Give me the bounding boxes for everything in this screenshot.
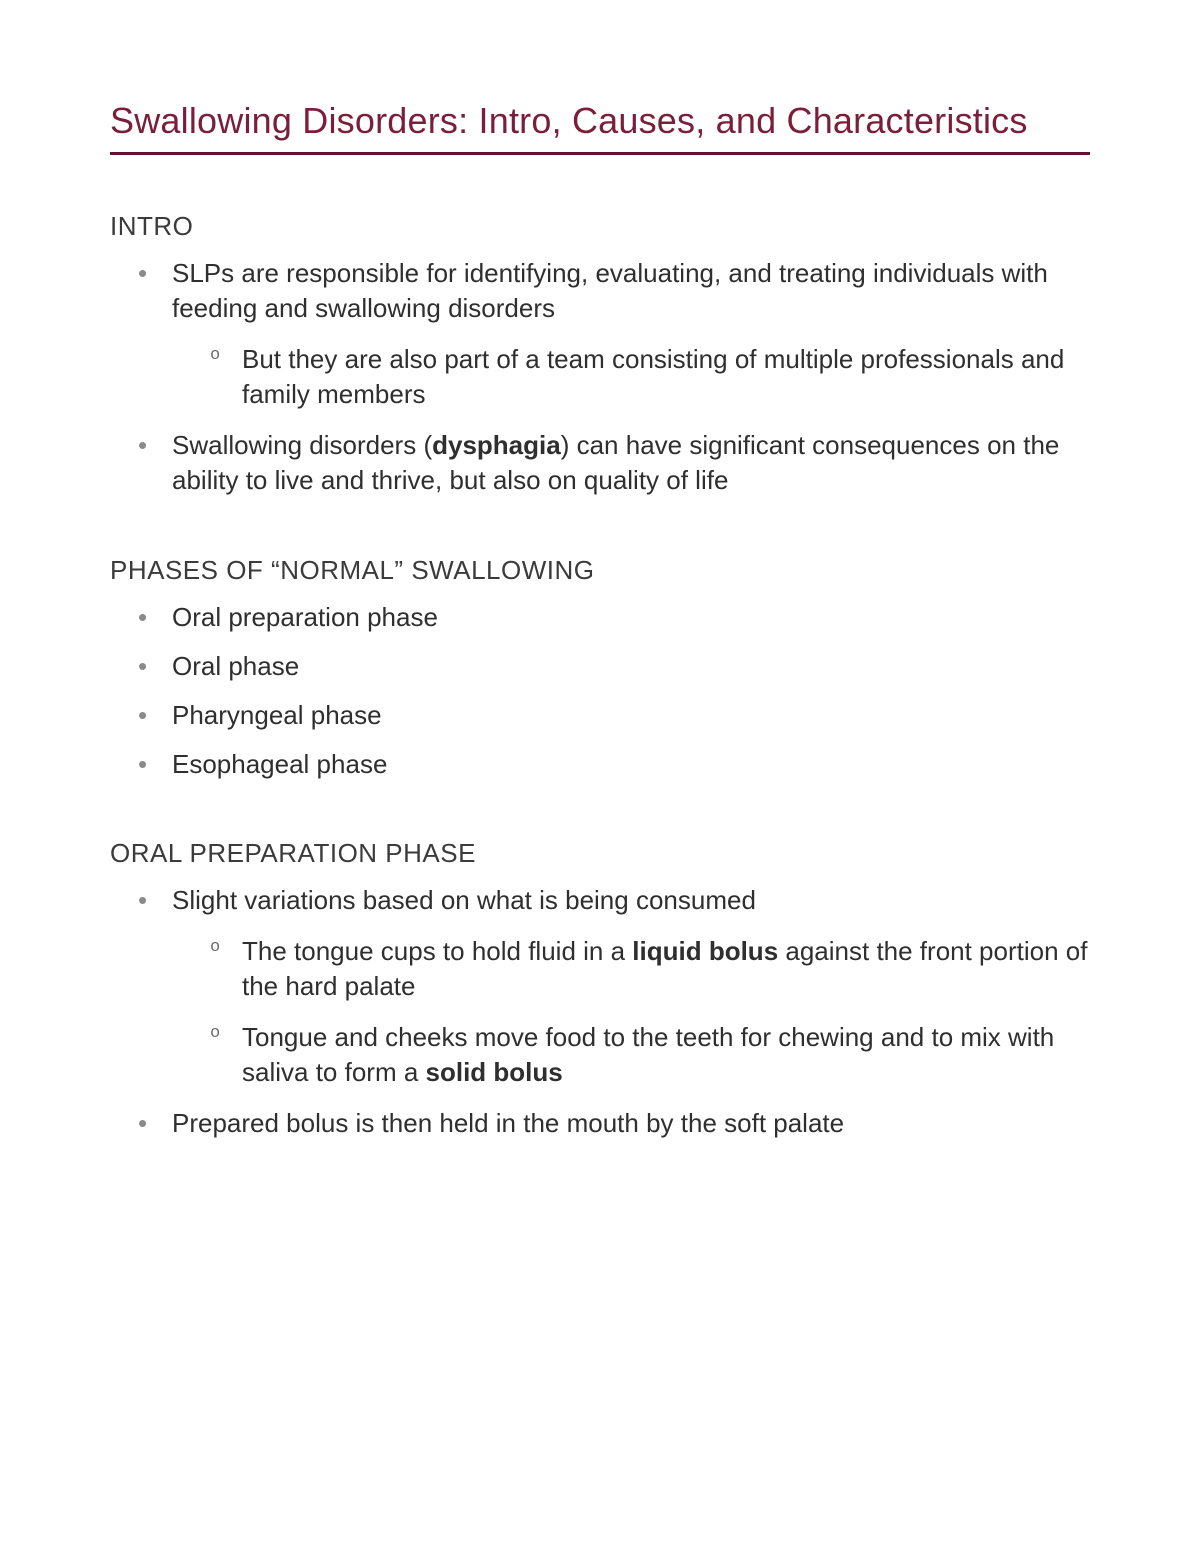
text-run-bold: liquid bolus xyxy=(632,936,778,966)
section-heading: INTRO xyxy=(110,211,1090,242)
sub-list-item: Tongue and cheeks move food to the teeth… xyxy=(240,1020,1090,1090)
text-run: But they are also part of a team consist… xyxy=(242,344,1064,409)
text-run: Tongue and cheeks move food to the teeth… xyxy=(242,1022,1054,1087)
sections-container: INTRO SLPs are responsible for identifyin… xyxy=(110,211,1090,1142)
text-run: Esophageal phase xyxy=(172,749,387,779)
text-run: Oral preparation phase xyxy=(172,602,438,632)
bullet-list: Oral preparation phase Oral phase Pharynge… xyxy=(110,600,1090,782)
text-run: Swallowing disorders ( xyxy=(172,430,432,460)
text-run: SLPs are responsible for identifying, ev… xyxy=(172,258,1048,323)
document-page: Swallowing Disorders: Intro, Causes, and… xyxy=(0,0,1200,1236)
section: PHASES OF “NORMAL” SWALLOWING Oral prepar… xyxy=(110,555,1090,782)
list-item: Oral preparation phase xyxy=(166,600,1090,635)
sub-bullet-list: But they are also part of a team consist… xyxy=(172,342,1090,412)
list-item: Oral phase xyxy=(166,649,1090,684)
section-heading: PHASES OF “NORMAL” SWALLOWING xyxy=(110,555,1090,586)
sub-list-item: The tongue cups to hold fluid in a liqui… xyxy=(240,934,1090,1004)
text-run: Slight variations based on what is being… xyxy=(172,885,756,915)
document-title: Swallowing Disorders: Intro, Causes, and… xyxy=(110,100,1090,155)
list-item: Prepared bolus is then held in the mouth… xyxy=(166,1106,1090,1141)
text-run: Prepared bolus is then held in the mouth… xyxy=(172,1108,844,1138)
bullet-list: SLPs are responsible for identifying, ev… xyxy=(110,256,1090,499)
sub-list-item: But they are also part of a team consist… xyxy=(240,342,1090,412)
section-heading: ORAL PREPARATION PHASE xyxy=(110,838,1090,869)
list-item: Pharyngeal phase xyxy=(166,698,1090,733)
list-item: Slight variations based on what is being… xyxy=(166,883,1090,1090)
section: ORAL PREPARATION PHASE Slight variations … xyxy=(110,838,1090,1142)
sub-bullet-list: The tongue cups to hold fluid in a liqui… xyxy=(172,934,1090,1090)
text-run-bold: dysphagia xyxy=(432,430,561,460)
text-run-bold: solid bolus xyxy=(426,1057,563,1087)
section: INTRO SLPs are responsible for identifyin… xyxy=(110,211,1090,499)
bullet-list: Slight variations based on what is being… xyxy=(110,883,1090,1142)
text-run: Pharyngeal phase xyxy=(172,700,382,730)
list-item: SLPs are responsible for identifying, ev… xyxy=(166,256,1090,412)
text-run: Oral phase xyxy=(172,651,299,681)
text-run: The tongue cups to hold fluid in a xyxy=(242,936,632,966)
list-item: Swallowing disorders (dysphagia) can hav… xyxy=(166,428,1090,498)
list-item: Esophageal phase xyxy=(166,747,1090,782)
